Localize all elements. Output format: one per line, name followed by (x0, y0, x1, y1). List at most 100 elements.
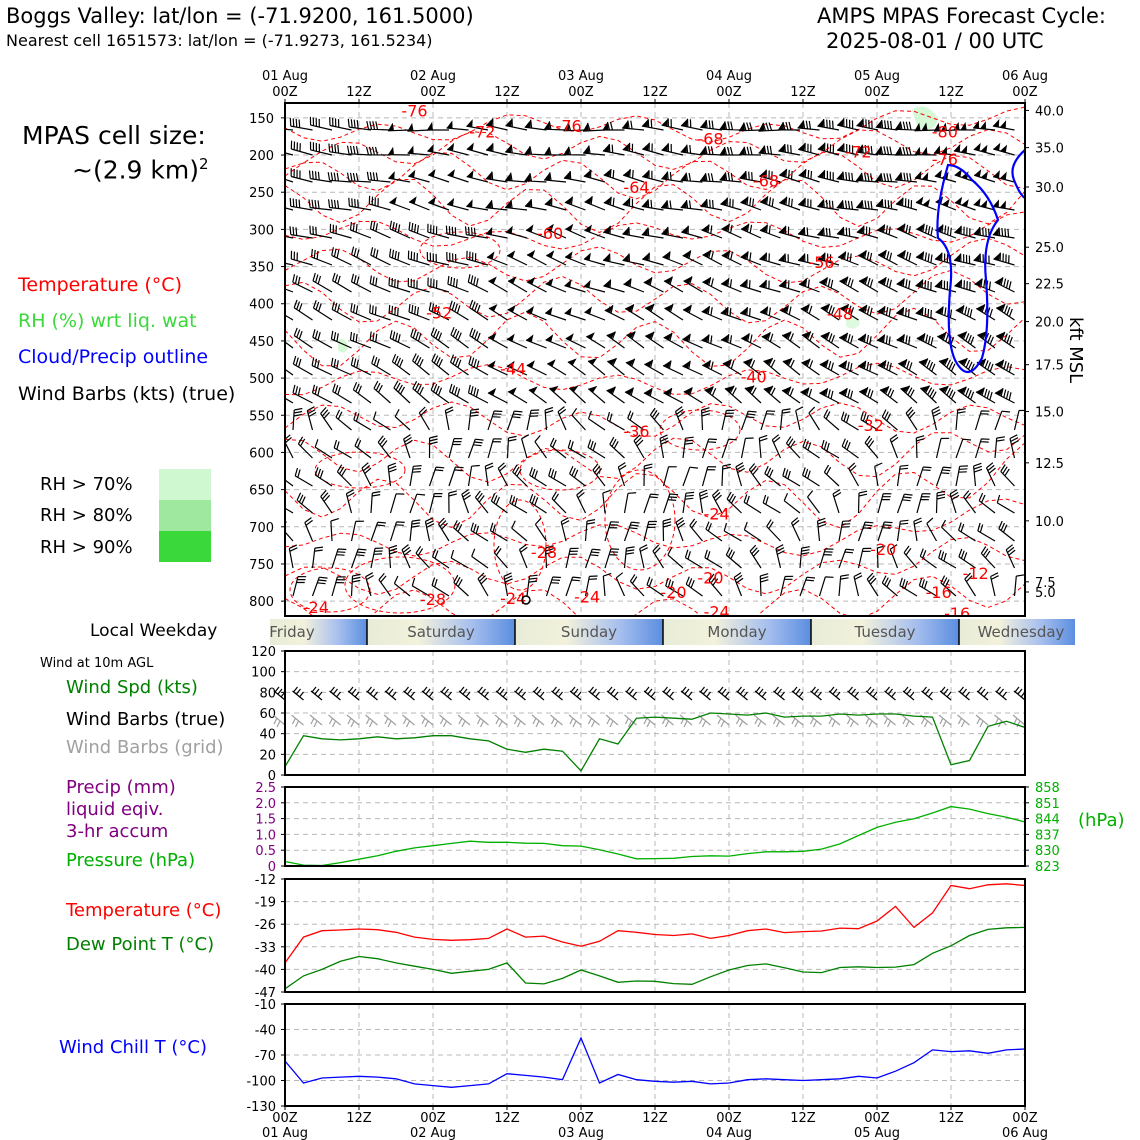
wind-barb-flag (626, 331, 636, 339)
true-wind-barb (847, 686, 859, 701)
wind-barb-flag (875, 119, 882, 128)
height-tick-label: 40.0 (1035, 104, 1064, 119)
weekday-bar: Friday Saturday Sunday Monday Tuesday Wednesd… (269, 619, 1075, 645)
wind-barb (763, 385, 781, 404)
wind-barb-flag (800, 387, 809, 395)
wind-barb (512, 464, 528, 487)
wind-barb (477, 572, 489, 597)
wind-barb (427, 277, 450, 293)
bottom-day-label: 01 Aug (262, 1126, 308, 1140)
wind-speed-line (284, 712, 1026, 772)
wind-barb (446, 251, 469, 266)
wind-barb-flag (740, 307, 748, 315)
top-day-label: 02 Aug (410, 69, 456, 84)
wind-barb (877, 249, 898, 266)
temperature-panel-frame (284, 878, 1026, 993)
wind-barb (615, 572, 626, 597)
wind-barb-flag (721, 278, 729, 286)
wind-barb (643, 387, 664, 404)
wind-barb (388, 304, 411, 321)
wind-barb-flag (662, 251, 670, 260)
wind-barb (896, 278, 918, 293)
wind-barb (310, 248, 333, 266)
wind-barb-flag (857, 333, 866, 342)
temperature-contour-label: -20 (870, 540, 896, 559)
wind-barb (348, 197, 372, 211)
wind-barb (916, 493, 931, 514)
wind-barb (418, 406, 431, 431)
panel-value-tick-label: -70 (255, 1049, 276, 1064)
cloud-outline (936, 163, 1000, 374)
wind-barb (918, 577, 937, 597)
wind-barb (797, 226, 820, 239)
wind-barb (347, 118, 372, 131)
wind-barb-flag (663, 332, 672, 341)
wind-barb (896, 250, 918, 266)
wind-barb (889, 434, 899, 459)
wind-barb-flag (914, 171, 929, 181)
wind-barb (314, 439, 333, 459)
wind-barb (289, 226, 313, 239)
wind-barb-flag (896, 334, 905, 342)
wind-barb (958, 522, 976, 542)
wind-barb-flag (915, 307, 923, 315)
temperature-contour-label: -16 (944, 604, 970, 623)
wind-barb (875, 172, 898, 183)
wind-barb-flag (643, 388, 653, 396)
wind-barb (949, 489, 960, 514)
grid-wind-barb (383, 714, 397, 728)
temperature-contour-label: -40 (741, 368, 767, 387)
pressure-tick-label: 800 (249, 595, 274, 610)
wind-barb-flag (700, 119, 707, 128)
grid-wind-barb (587, 714, 600, 728)
height-tick-label: 22.5 (1035, 278, 1064, 293)
wind-barb (314, 467, 333, 487)
wind-barb-flag (602, 144, 610, 153)
wind-barb (428, 435, 438, 459)
wind-barb-flag (801, 331, 811, 339)
wind-barb (935, 490, 946, 514)
wind-barb (353, 411, 372, 431)
wind-barb-flag (719, 147, 726, 155)
wind-barb (761, 332, 781, 349)
wind-barb (369, 220, 391, 239)
wind-barb (474, 490, 489, 514)
wind-barb-flag (896, 307, 904, 315)
wind-barb (856, 200, 879, 211)
wind-barb-flag (641, 227, 648, 236)
true-wind-barb (366, 686, 378, 701)
wind-barb-flag (505, 172, 511, 181)
wind-barb (779, 408, 791, 431)
wind-barb (403, 434, 413, 459)
weekday-day-label: Saturday (407, 623, 475, 641)
wind-barb-flag (741, 333, 750, 341)
wind-barb (469, 327, 489, 349)
wind-barb-flag (683, 387, 693, 395)
upper-panel-frame (284, 102, 1026, 617)
wind-barb (604, 521, 619, 542)
wind-barb (699, 146, 723, 156)
wind-barb (526, 409, 540, 431)
temperature-contour-loop (314, 451, 406, 489)
wind-barb (934, 175, 957, 183)
wind-barb (790, 517, 801, 542)
wind-barb-flag (466, 170, 474, 178)
wind-barb-flag (780, 305, 789, 313)
grid-wind-barb (309, 714, 323, 728)
temperature-contour-loop (344, 556, 456, 614)
panel-value-tick-label: -19 (255, 896, 276, 911)
wind-barb (875, 198, 898, 211)
wind-barb (980, 546, 996, 569)
height-tick-label: 5.0 (1035, 586, 1056, 601)
wind-barb (940, 519, 957, 542)
wind-barb (431, 353, 450, 376)
wind-barb (900, 385, 918, 404)
wind-barb (918, 358, 937, 376)
wind-barb-flag (583, 169, 591, 178)
wind-barb-flag (914, 122, 928, 131)
wind-barb (352, 381, 372, 404)
wind-barb-flag (488, 388, 497, 396)
wind-barb (377, 435, 391, 459)
wind-barb-flag (760, 306, 768, 315)
wind-grid-label: Wind Barbs (grid) (66, 737, 224, 758)
